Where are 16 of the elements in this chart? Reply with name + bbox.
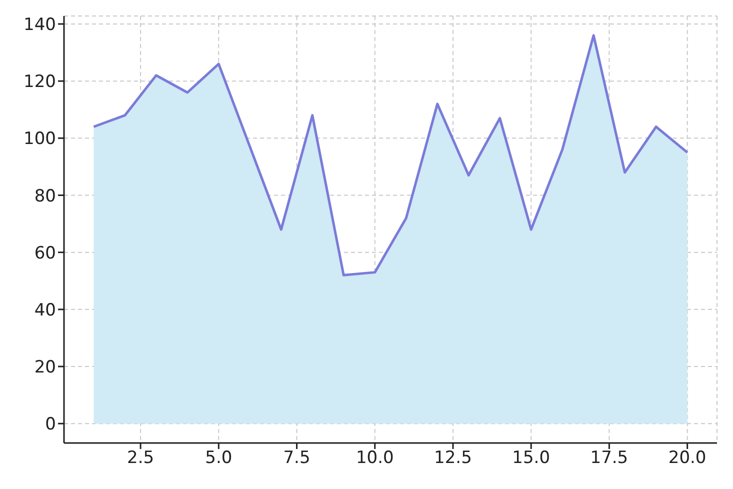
y-tick-label: 60 xyxy=(34,243,56,264)
y-tick-label: 40 xyxy=(34,300,56,320)
y-tick-label: 20 xyxy=(34,358,56,378)
x-tick-label: 15.0 xyxy=(512,448,550,468)
y-tick-label: 120 xyxy=(24,72,56,92)
y-tick-label: 80 xyxy=(34,186,56,206)
x-tick-label: 5.0 xyxy=(205,448,232,468)
x-tick-label: 17.5 xyxy=(590,448,628,468)
y-tick-label: 140 xyxy=(24,15,56,36)
x-tick-label: 20.0 xyxy=(668,448,706,468)
x-tick-label: 7.5 xyxy=(283,448,310,468)
y-tick-label: 100 xyxy=(24,129,56,150)
x-tick-label: 2.5 xyxy=(127,448,154,468)
y-tick-label: 0 xyxy=(45,414,56,435)
x-tick-label: 10.0 xyxy=(356,448,394,468)
x-tick-label: 12.5 xyxy=(434,448,472,468)
